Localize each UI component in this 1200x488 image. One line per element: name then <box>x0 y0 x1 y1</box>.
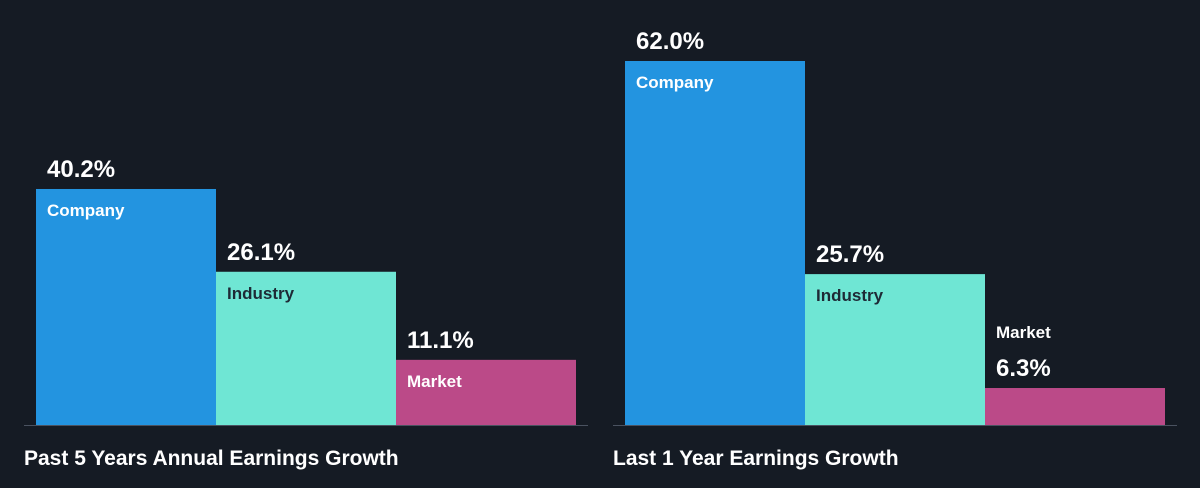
value-label-industry: 25.7% <box>816 241 884 268</box>
bar-label-company: Company <box>47 201 125 220</box>
bar-label-company: Company <box>636 73 714 92</box>
value-label-market: 11.1% <box>407 327 474 354</box>
bar-label-industry: Industry <box>816 286 884 305</box>
bar-label-market: Market <box>407 372 462 391</box>
chart-panel-2: Company 62.0% Industry 25.7% Market 6.3% Last … <box>613 28 1177 470</box>
bar-market <box>985 388 1165 425</box>
bar-company <box>625 61 805 425</box>
value-label-industry: 26.1% <box>227 239 295 266</box>
bar-label-industry: Industry <box>227 284 295 303</box>
chart-title: Last 1 Year Earnings Growth <box>613 447 899 470</box>
value-label-company: 40.2% <box>47 156 115 183</box>
chart-panel-1: Company 40.2% Industry 26.1% Market 11.1% Past… <box>24 156 588 470</box>
bar-label-market: Market <box>996 323 1051 342</box>
value-label-company: 62.0% <box>636 28 704 55</box>
bar-industry <box>216 271 396 425</box>
bar-industry <box>805 274 985 425</box>
bar-company <box>36 188 216 425</box>
chart-title: Past 5 Years Annual Earnings Growth <box>24 447 399 470</box>
bar-market <box>396 359 576 425</box>
value-label-market: 6.3% <box>996 355 1051 382</box>
